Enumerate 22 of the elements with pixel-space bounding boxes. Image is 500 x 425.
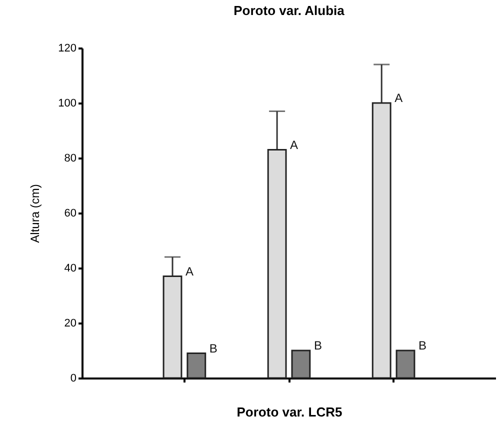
- bar: [372, 102, 392, 379]
- chart-title: Poroto var. Alubia: [234, 3, 346, 18]
- y-tick-label: 60: [64, 208, 76, 220]
- annotation: A: [394, 91, 403, 105]
- y-tick-label: 100: [58, 98, 76, 110]
- y-axis-title: Altura (cm): [28, 184, 42, 243]
- bar: [267, 149, 287, 379]
- bar: [291, 350, 311, 379]
- y-tick-label: 20: [64, 318, 76, 330]
- annotation: B: [418, 338, 427, 352]
- annotation: B: [314, 338, 322, 352]
- bar: [162, 276, 182, 379]
- annotation: A: [186, 264, 194, 278]
- y-tick-label: 0: [70, 372, 76, 384]
- x-axis-title: Poroto var. LCR5: [236, 404, 342, 420]
- bar: [396, 350, 416, 379]
- annotation: B: [209, 341, 218, 356]
- y-tick-label: 120: [58, 42, 76, 54]
- annotation: A: [290, 138, 298, 152]
- y-tick-label: 40: [64, 262, 76, 274]
- y-tick-label: 80: [64, 152, 76, 164]
- bar: [186, 352, 206, 379]
